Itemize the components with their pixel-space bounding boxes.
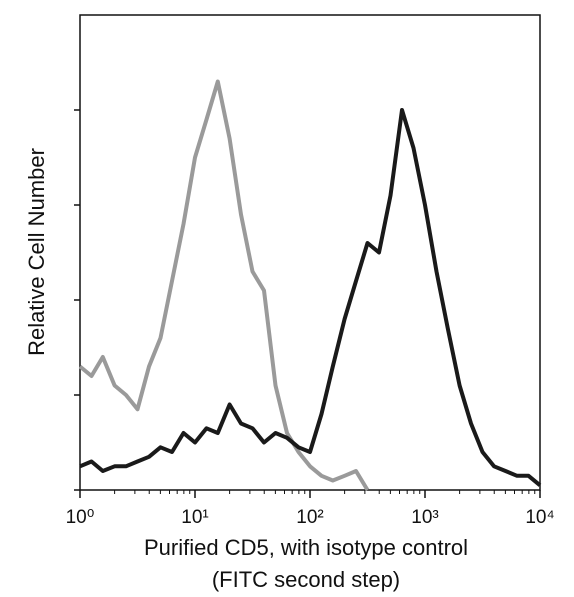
x-tick-label: 10⁴ — [525, 507, 554, 528]
x-axis-title: (FITC second step) — [212, 567, 400, 592]
y-axis-title: Relative Cell Number — [24, 148, 49, 356]
x-axis-title: Purified CD5, with isotype control — [144, 535, 468, 560]
histogram-line — [79, 108, 542, 487]
x-tick-label: 10² — [296, 507, 323, 528]
x-tick-label: 10⁰ — [66, 507, 95, 528]
x-tick-label: 10¹ — [181, 507, 208, 528]
x-tick-label: 10³ — [411, 507, 438, 528]
histogram-line — [78, 79, 370, 492]
